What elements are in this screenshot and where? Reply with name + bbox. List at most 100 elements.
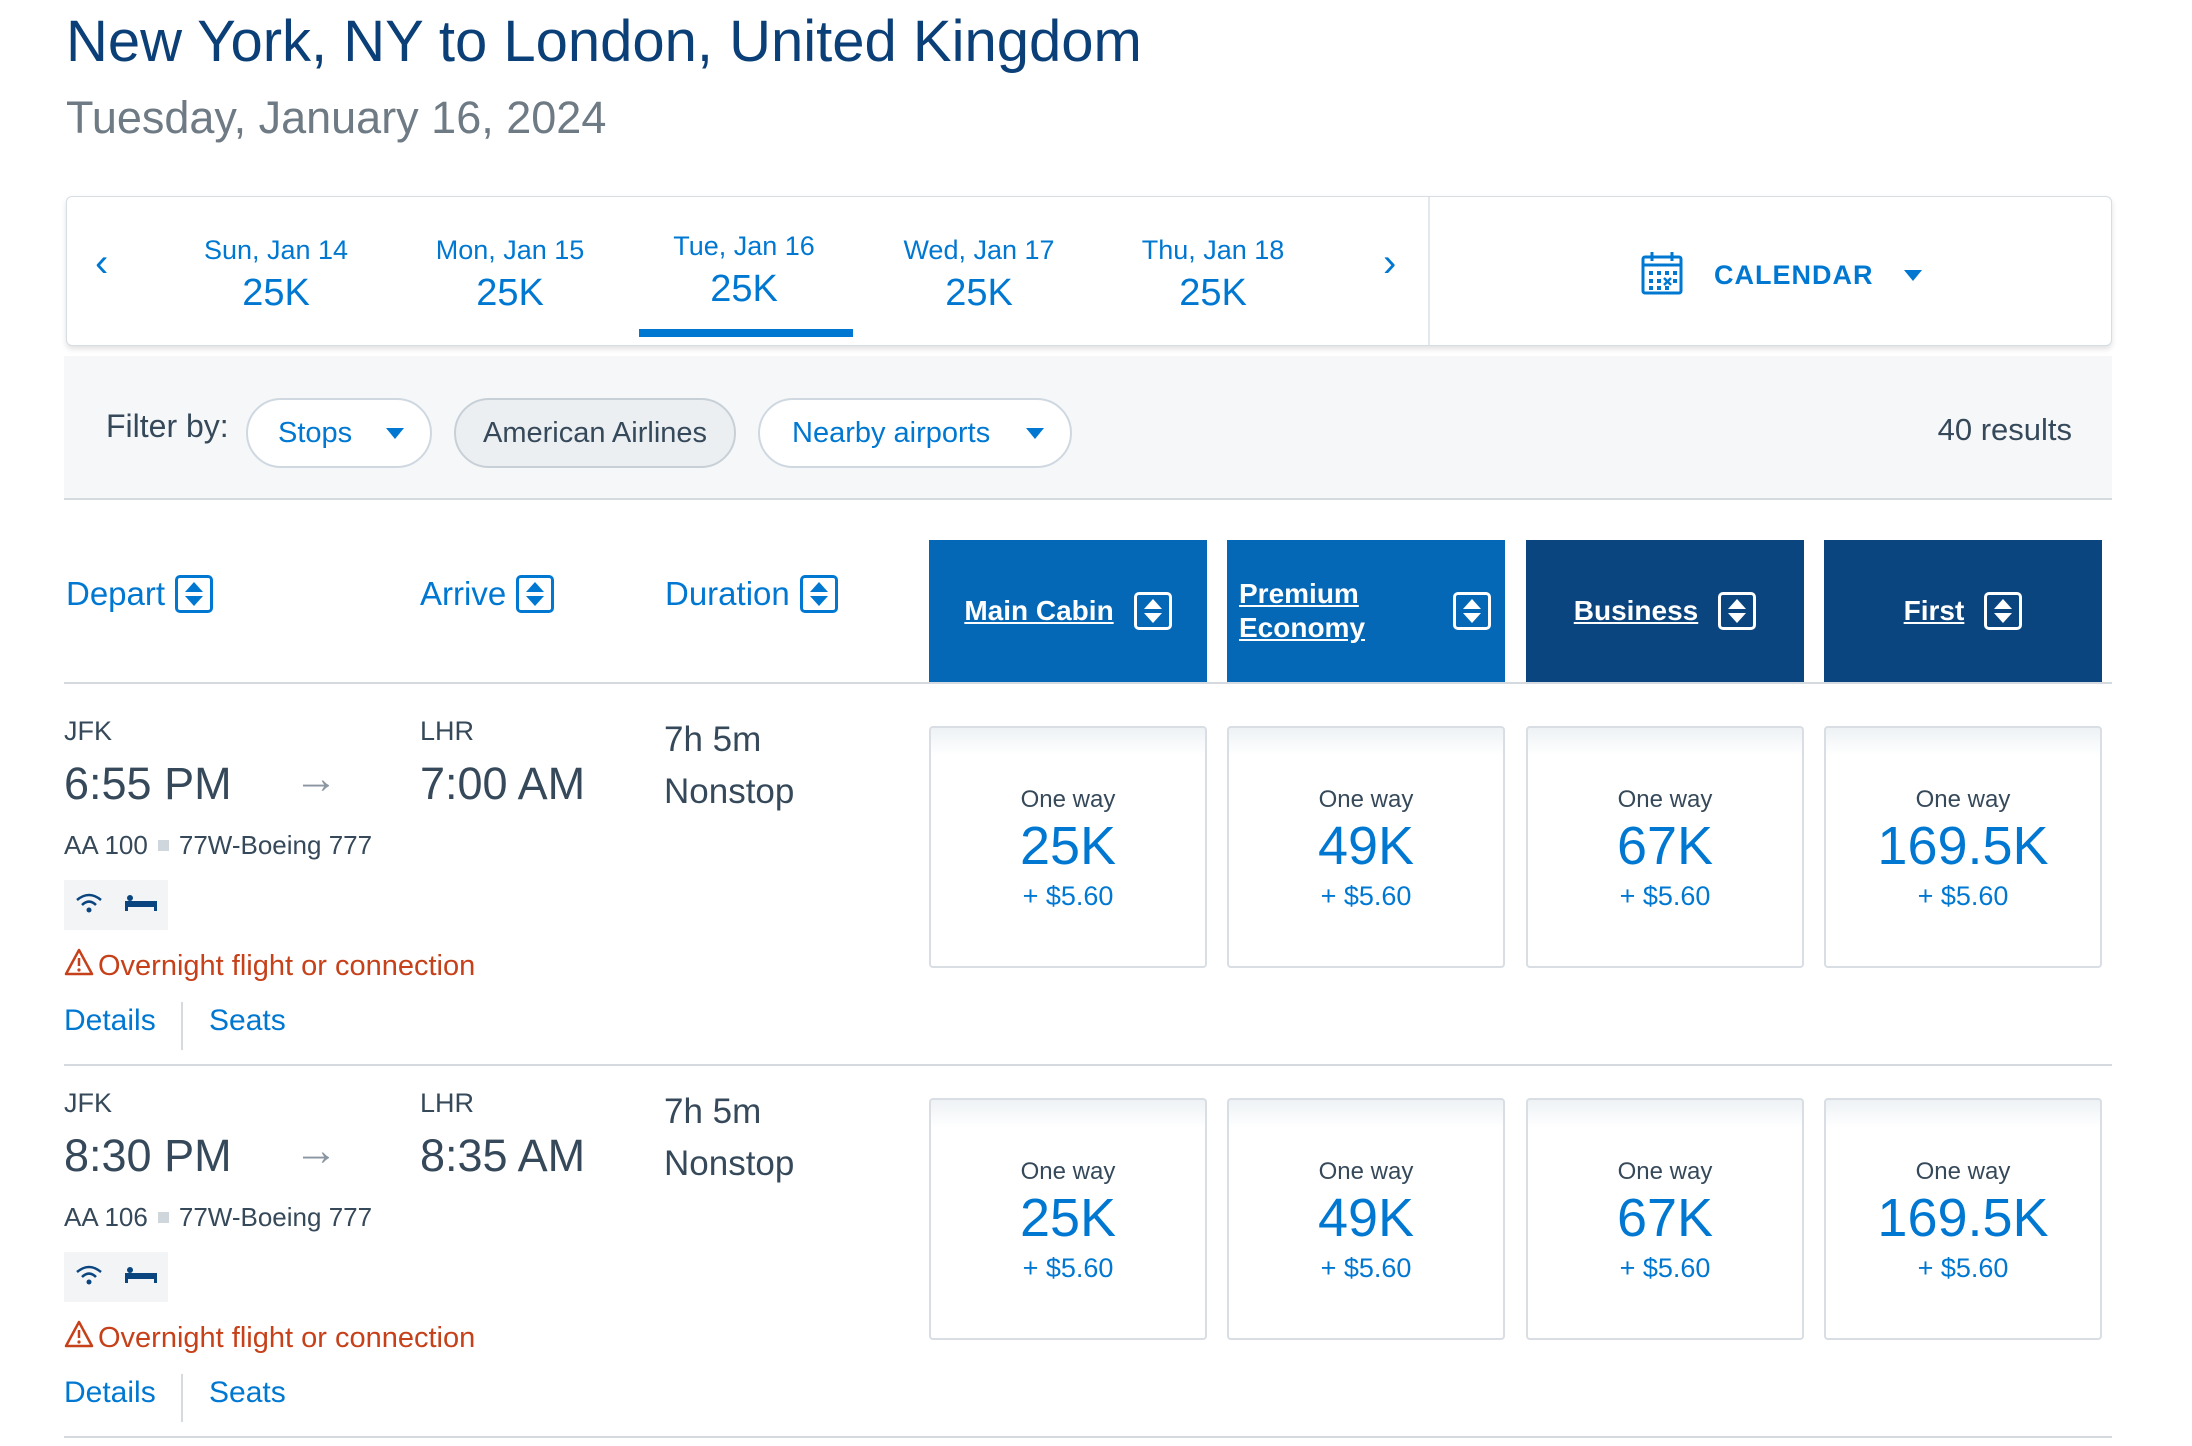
chevron-down-icon xyxy=(386,427,404,439)
date-strip: ‹ Sun, Jan 14 25K Mon, Jan 15 25K Tue, J… xyxy=(66,196,2112,346)
fare-premium-economy[interactable]: One way 49K + $5.60 xyxy=(1227,726,1505,968)
fare-tax: + $5.60 xyxy=(1619,1252,1711,1283)
aircraft-type: 77W-Boeing 777 xyxy=(178,830,373,860)
row-divider xyxy=(64,1064,2112,1066)
fare-type: One way xyxy=(1617,1158,1713,1185)
wifi-icon xyxy=(74,892,104,919)
fare-business[interactable]: One way 67K + $5.60 xyxy=(1526,726,1804,968)
date-tab-price: 25K xyxy=(242,272,310,314)
fare-type: One way xyxy=(1318,786,1414,813)
airline-filter[interactable]: American Airlines xyxy=(454,398,736,468)
lie-flat-seat-icon xyxy=(124,894,158,917)
cabin-header-business[interactable]: Business xyxy=(1526,540,1804,682)
warning-icon xyxy=(64,948,94,984)
fare-type: One way xyxy=(1915,1158,2011,1185)
warning-text: Overnight flight or connection xyxy=(98,1321,476,1354)
warning-icon xyxy=(64,1320,94,1356)
separator-icon xyxy=(157,840,169,851)
seats-link[interactable]: Seats xyxy=(209,1004,286,1037)
flight-info: AA 100 77W-Boeing 777 xyxy=(64,830,372,861)
arrive-time: 7:00 AM xyxy=(420,758,586,809)
aircraft-type: 77W-Boeing 777 xyxy=(178,1202,373,1232)
flight-duration: 7h 5m xyxy=(664,720,762,759)
seats-link[interactable]: Seats xyxy=(209,1376,286,1409)
cabin-header-first[interactable]: First xyxy=(1824,540,2102,682)
cabin-header-main[interactable]: Main Cabin xyxy=(929,540,1207,682)
fare-main-cabin[interactable]: One way 25K + $5.60 xyxy=(929,1098,1207,1340)
date-tab-label: Thu, Jan 18 xyxy=(1141,235,1285,265)
cabin-header-premium[interactable]: Premium Economy xyxy=(1227,540,1505,682)
stops-filter[interactable]: Stops xyxy=(246,398,432,468)
date-tab-label: Tue, Jan 16 xyxy=(673,231,815,261)
depart-header-label: Depart xyxy=(66,575,166,612)
date-tab-jan-16[interactable]: Tue, Jan 16 25K xyxy=(644,231,844,311)
fare-main-cabin[interactable]: One way 25K + $5.60 xyxy=(929,726,1207,968)
calendar-icon xyxy=(1640,249,1684,302)
details-link[interactable]: Details xyxy=(64,1004,156,1037)
filter-label: Filter by: xyxy=(106,408,229,444)
date-tab-price: 25K xyxy=(945,272,1013,314)
cabin-label: First xyxy=(1903,595,1965,626)
fare-tax: + $5.60 xyxy=(1917,880,2009,911)
date-tab-jan-14[interactable]: Sun, Jan 14 25K xyxy=(176,235,376,315)
sort-icon xyxy=(175,575,214,613)
flight-row: JFK 8:30 PM → LHR 8:35 AM 7h 5m Nonstop … xyxy=(0,1066,2192,1436)
header-divider xyxy=(64,682,2112,684)
date-tab-price: 25K xyxy=(476,272,544,314)
sort-icon xyxy=(1718,592,1757,630)
amenities[interactable] xyxy=(64,1252,168,1302)
date-tab-label: Sun, Jan 14 xyxy=(203,235,349,265)
fare-points: 49K xyxy=(1317,1188,1415,1248)
link-divider xyxy=(181,1002,183,1050)
sort-duration[interactable]: Duration xyxy=(665,575,838,613)
details-link[interactable]: Details xyxy=(64,1376,156,1409)
stops-filter-label: Stops xyxy=(278,416,353,449)
calendar-button[interactable]: CALENDAR xyxy=(1640,249,1922,302)
sort-depart[interactable]: Depart xyxy=(66,575,214,613)
chevron-down-icon xyxy=(1026,427,1044,439)
fare-type: One way xyxy=(1020,786,1116,813)
fare-points: 25K xyxy=(1019,1188,1117,1248)
chevron-right-icon[interactable]: › xyxy=(1383,241,1397,285)
arrow-right-icon: → xyxy=(294,1126,338,1175)
arrive-time: 8:35 AM xyxy=(420,1130,586,1181)
nearby-airports-filter[interactable]: Nearby airports xyxy=(758,398,1072,468)
chevron-left-icon[interactable]: ‹ xyxy=(95,241,109,285)
fare-first[interactable]: One way 169.5K + $5.60 xyxy=(1824,726,2102,968)
strip-divider xyxy=(1428,197,1430,345)
duration-header-label: Duration xyxy=(665,575,790,612)
fare-points: 49K xyxy=(1317,816,1415,876)
link-divider xyxy=(181,1374,183,1422)
fare-points: 67K xyxy=(1616,816,1714,876)
wifi-icon xyxy=(74,1264,104,1291)
sort-icon xyxy=(799,575,838,613)
fare-first[interactable]: One way 169.5K + $5.60 xyxy=(1824,1098,2102,1340)
calendar-label: CALENDAR xyxy=(1714,260,1874,290)
cabin-label: Business xyxy=(1573,595,1699,626)
depart-time: 8:30 PM xyxy=(64,1130,232,1181)
sort-icon xyxy=(516,575,555,613)
page-subtitle: Tuesday, January 16, 2024 xyxy=(66,92,607,143)
date-tab-jan-17[interactable]: Wed, Jan 17 25K xyxy=(879,235,1079,315)
cabin-label: Main Cabin xyxy=(964,595,1114,626)
fare-type: One way xyxy=(1318,1158,1414,1185)
airline-filter-label: American Airlines xyxy=(482,416,708,449)
fare-type: One way xyxy=(1617,786,1713,813)
fare-points: 67K xyxy=(1616,1188,1714,1248)
amenities[interactable] xyxy=(64,880,168,930)
origin-code: JFK xyxy=(64,1088,113,1118)
nearby-airports-label: Nearby airports xyxy=(792,416,991,449)
fare-tax: + $5.60 xyxy=(1320,880,1412,911)
flight-row: JFK 6:55 PM → LHR 7:00 AM 7h 5m Nonstop … xyxy=(0,684,2192,1064)
fare-type: One way xyxy=(1020,1158,1116,1185)
overnight-warning: Overnight flight or connection xyxy=(64,1320,475,1356)
page-title: New York, NY to London, United Kingdom xyxy=(66,9,1142,74)
date-tab-jan-18[interactable]: Thu, Jan 18 25K xyxy=(1113,235,1313,315)
date-tab-jan-15[interactable]: Mon, Jan 15 25K xyxy=(410,235,610,315)
warning-text: Overnight flight or connection xyxy=(98,949,476,982)
date-tab-label: Mon, Jan 15 xyxy=(435,235,585,265)
fare-business[interactable]: One way 67K + $5.60 xyxy=(1526,1098,1804,1340)
fare-premium-economy[interactable]: One way 49K + $5.60 xyxy=(1227,1098,1505,1340)
sort-arrive[interactable]: Arrive xyxy=(420,575,555,613)
sort-icon xyxy=(1984,592,2023,630)
